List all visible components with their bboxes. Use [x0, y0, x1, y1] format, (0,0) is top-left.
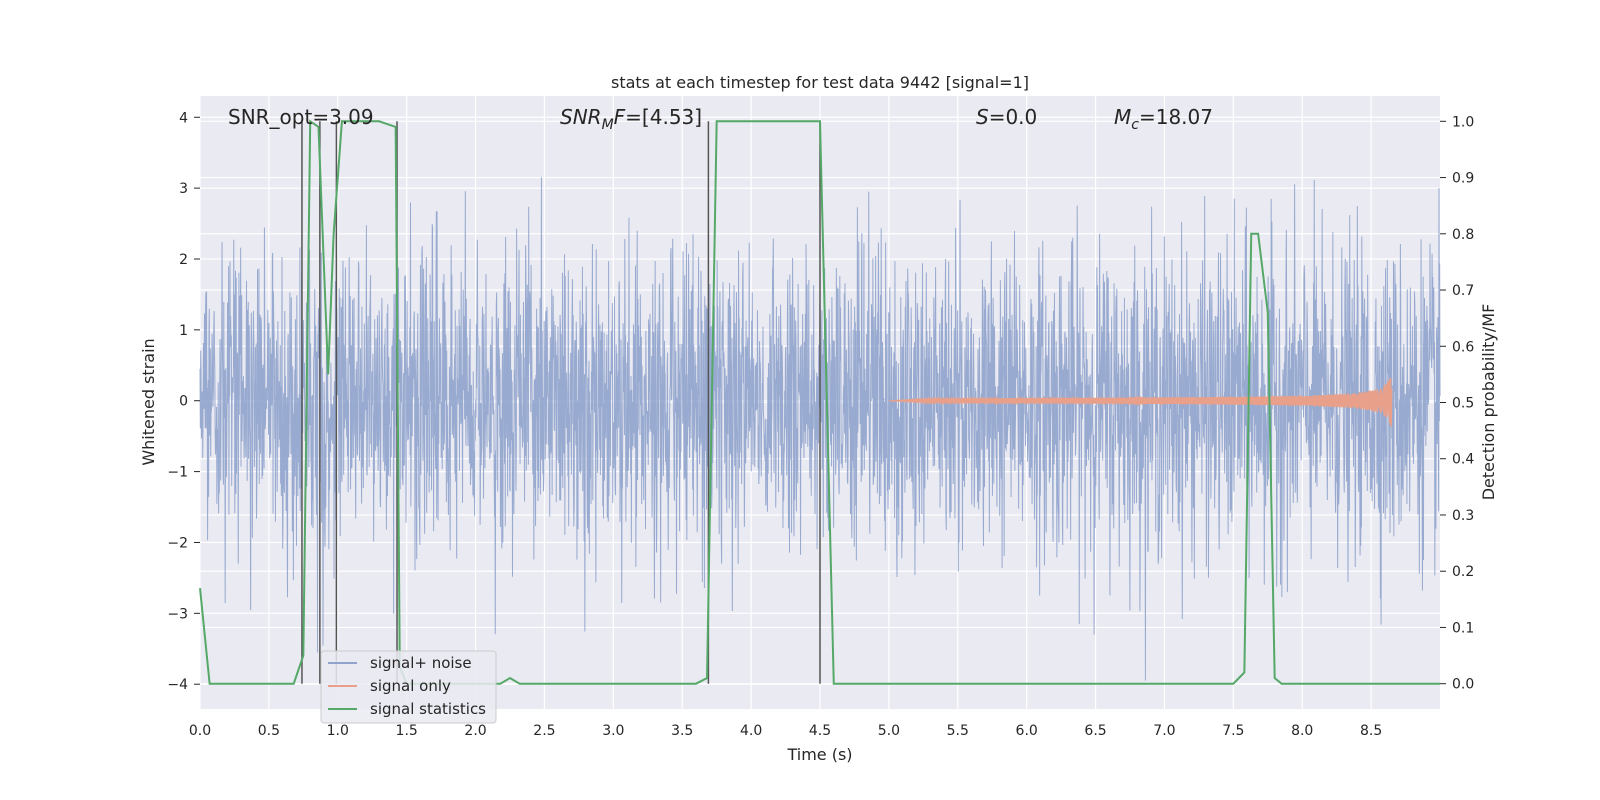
annotation-snr-opt: SNR_opt=3.09 — [228, 105, 374, 129]
legend-label-signal-noise: signal+ noise — [370, 654, 472, 672]
x-tick-label-9: 4.5 — [809, 723, 831, 739]
y-right-tick-label-4: 0.6 — [1452, 339, 1474, 355]
annotation-mc: Mc=18.07 — [1114, 105, 1213, 133]
y-left-axis-label: Whitened strain — [139, 338, 158, 465]
y-left-tick-label-8: −4 — [167, 677, 188, 693]
y-left-tick-label-6: −2 — [167, 535, 188, 551]
y-left-tick-label-1: 3 — [179, 181, 188, 197]
y-right-tick-label-9: 0.1 — [1452, 620, 1474, 636]
y-right-tick-label-8: 0.2 — [1452, 564, 1474, 580]
y-right-tick-label-3: 0.7 — [1452, 283, 1474, 299]
x-tick-label-1: 0.5 — [258, 723, 280, 739]
x-tick-label-8: 4.0 — [740, 723, 762, 739]
series-line-signal-statistics — [199, 119, 1440, 685]
x-tick-label-7: 3.5 — [671, 723, 693, 739]
x-tick-label-2: 1.0 — [327, 723, 349, 739]
x-tick-label-13: 6.5 — [1084, 723, 1106, 739]
x-tick-label-17: 8.5 — [1360, 723, 1382, 739]
legend-label-signal-only: signal only — [370, 677, 451, 695]
y-right-tick-label-0: 1.0 — [1452, 114, 1474, 130]
annotation-snr-mf: SNRMF=[4.53] — [560, 105, 702, 133]
annotation-mc-value: =18.07 — [1139, 105, 1213, 129]
x-axis-ticks: 0.0 0.5 1.0 1.5 2.0 2.5 3.0 3.5 4.0 4.5 5.0 5.5 6.0 6… — [189, 723, 1382, 739]
y-right-tick-label-10: 0.0 — [1452, 677, 1474, 693]
y-right-tick-label-1: 0.9 — [1452, 171, 1474, 187]
x-tick-label-14: 7.0 — [1153, 723, 1175, 739]
series-signal-statistics — [199, 119, 1440, 685]
x-tick-label-10: 5.0 — [878, 723, 900, 739]
x-tick-label-11: 5.5 — [947, 723, 969, 739]
y-right-tick-label-6: 0.4 — [1452, 452, 1474, 468]
chart-title: stats at each timestep for test data 944… — [611, 73, 1029, 92]
annotation-snr-mf-value: =[4.53] — [625, 105, 702, 129]
y-right-axis-ticks: 1.0 0.9 0.8 0.7 0.6 0.5 0.4 0.3 0.2 0.1 0.0 — [1440, 114, 1474, 693]
y-left-tick-label-3: 1 — [179, 323, 188, 339]
x-tick-label-16: 8.0 — [1291, 723, 1313, 739]
x-tick-label-12: 6.0 — [1016, 723, 1038, 739]
y-left-tick-label-2: 2 — [179, 252, 188, 268]
y-right-tick-label-7: 0.3 — [1452, 508, 1474, 524]
y-right-axis-label: Detection probability/MF — [1479, 304, 1498, 501]
x-tick-label-3: 1.5 — [396, 723, 418, 739]
x-tick-label-5: 2.5 — [533, 723, 555, 739]
x-tick-label-0: 0.0 — [189, 723, 211, 739]
y-right-tick-label-5: 0.5 — [1452, 396, 1474, 412]
series-line-signal-only — [888, 377, 1393, 427]
y-left-tick-label-0: 4 — [179, 110, 188, 126]
y-left-tick-label-7: −3 — [167, 606, 188, 622]
annotation-s: S=0.0 — [976, 105, 1037, 129]
x-axis-label: Time (s) — [786, 745, 852, 764]
y-left-tick-label-4: 0 — [179, 394, 188, 410]
annotation-s-value: =0.0 — [989, 105, 1038, 129]
y-right-tick-label-2: 0.8 — [1452, 227, 1474, 243]
x-tick-label-4: 2.0 — [464, 723, 486, 739]
legend-box — [320, 650, 497, 724]
y-left-axis-ticks: 4 3 2 1 0 −1 −2 −3 −4 — [167, 110, 200, 693]
legend: signal+ noise signal only signal statist… — [320, 650, 497, 724]
x-tick-label-6: 3.0 — [602, 723, 624, 739]
series-signal-only — [888, 377, 1393, 427]
legend-label-signal-statistics: signal statistics — [370, 700, 486, 718]
y-left-tick-label-5: −1 — [167, 465, 188, 481]
x-tick-label-15: 7.5 — [1222, 723, 1244, 739]
